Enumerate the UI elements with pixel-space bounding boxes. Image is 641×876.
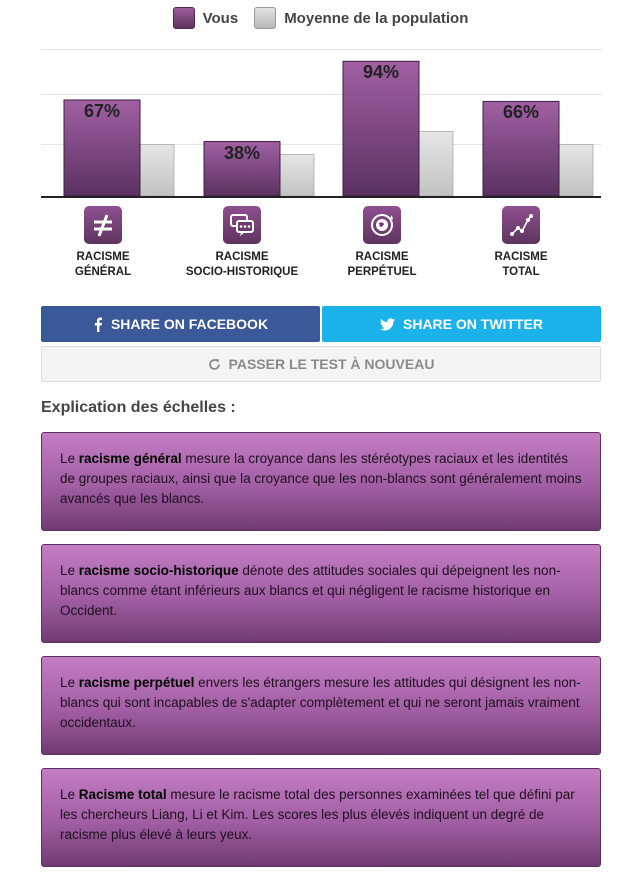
- legend-label-you: Vous: [202, 9, 239, 27]
- share-facebook-label: SHARE ON FACEBOOK: [110, 316, 269, 332]
- category-line2: GÉNÉRAL: [74, 266, 132, 278]
- card-term: racisme socio-historique: [78, 563, 239, 578]
- bar-average: [139, 144, 175, 197]
- refresh-icon: [208, 358, 220, 370]
- category-line1: RACISME: [494, 251, 548, 263]
- bar-average: [418, 131, 454, 197]
- retake-test-button[interactable]: PASSER LE TEST À NOUVEAU: [41, 346, 601, 382]
- bar-you: [203, 141, 281, 197]
- card-text-pre: Le: [60, 563, 79, 578]
- explanation-card-general: Le racisme général mesure la croyance da…: [41, 432, 601, 531]
- bar-data-label: 67%: [83, 100, 121, 121]
- category-line2: PERPÉTUEL: [347, 266, 417, 278]
- card-text-pre: Le: [60, 675, 79, 690]
- bar-average: [279, 154, 315, 197]
- globe-cycle-icon: [363, 206, 401, 244]
- retake-test-label: PASSER LE TEST À NOUVEAU: [228, 356, 435, 372]
- category-socio-historique: RACISME SOCIO-HISTORIQUE: [182, 206, 302, 280]
- share-facebook-button[interactable]: SHARE ON FACEBOOK: [41, 306, 320, 342]
- bar-you: [63, 99, 141, 197]
- share-twitter-button[interactable]: SHARE ON TWITTER: [322, 306, 601, 342]
- bar-you: [342, 60, 420, 197]
- legend-swatch-you: [172, 7, 195, 29]
- category-general: RACISME GÉNÉRAL: [43, 206, 163, 280]
- category-total: RACISME TOTAL: [461, 206, 581, 280]
- category-line1: RACISME: [76, 251, 130, 263]
- explanation-card-socio-historique: Le racisme socio-historique dénote des a…: [41, 544, 601, 643]
- legend-swatch-average: [254, 7, 277, 29]
- card-text-pre: Le: [60, 787, 79, 802]
- share-twitter-label: SHARE ON TWITTER: [403, 316, 543, 332]
- card-text-post: envers les étrangers mesure les attitude…: [60, 675, 581, 730]
- card-text-post: mesure la croyance dans les stéréotypes …: [60, 451, 582, 506]
- category-line2: SOCIO-HISTORIQUE: [185, 266, 299, 278]
- bar-data-label: 38%: [223, 142, 261, 163]
- card-term: Racisme total: [78, 787, 167, 802]
- category-perpetuel: RACISME PERPÉTUEL: [322, 206, 442, 280]
- explanation-title: Explication des échelles :: [41, 399, 236, 416]
- facebook-icon: [94, 316, 102, 332]
- chart-legend: Vous Moyenne de la population: [0, 7, 641, 29]
- bar-data-label: 66%: [502, 102, 540, 123]
- network-graph-icon: [502, 206, 540, 244]
- legend-item-average: Moyenne de la population: [254, 7, 468, 29]
- explanation-card-total: Le Racisme total mesure le racisme total…: [41, 768, 601, 867]
- bar-chart: 67% 38% 94% 66%: [41, 49, 601, 199]
- card-text-post: mesure le racisme total des personnes ex…: [60, 787, 575, 842]
- bar-average: [558, 144, 594, 197]
- explanation-card-perpetuel: Le racisme perpétuel envers les étranger…: [41, 656, 601, 755]
- bar-data-label: 94%: [362, 62, 400, 83]
- card-term: racisme perpétuel: [78, 675, 195, 690]
- card-text-pre: Le: [60, 451, 79, 466]
- category-line1: RACISME: [215, 251, 269, 263]
- chat-bubbles-icon: [223, 206, 261, 244]
- category-line1: RACISME: [355, 251, 409, 263]
- legend-label-average: Moyenne de la population: [284, 9, 469, 27]
- legend-item-you: Vous: [172, 7, 239, 29]
- card-term: racisme général: [78, 451, 182, 466]
- not-equal-icon: [84, 206, 122, 244]
- card-text-post: dénote des attitudes sociales qui dépeig…: [60, 563, 561, 618]
- bar-chart-svg: [41, 49, 601, 198]
- category-line2: TOTAL: [502, 266, 540, 278]
- twitter-icon: [380, 317, 395, 330]
